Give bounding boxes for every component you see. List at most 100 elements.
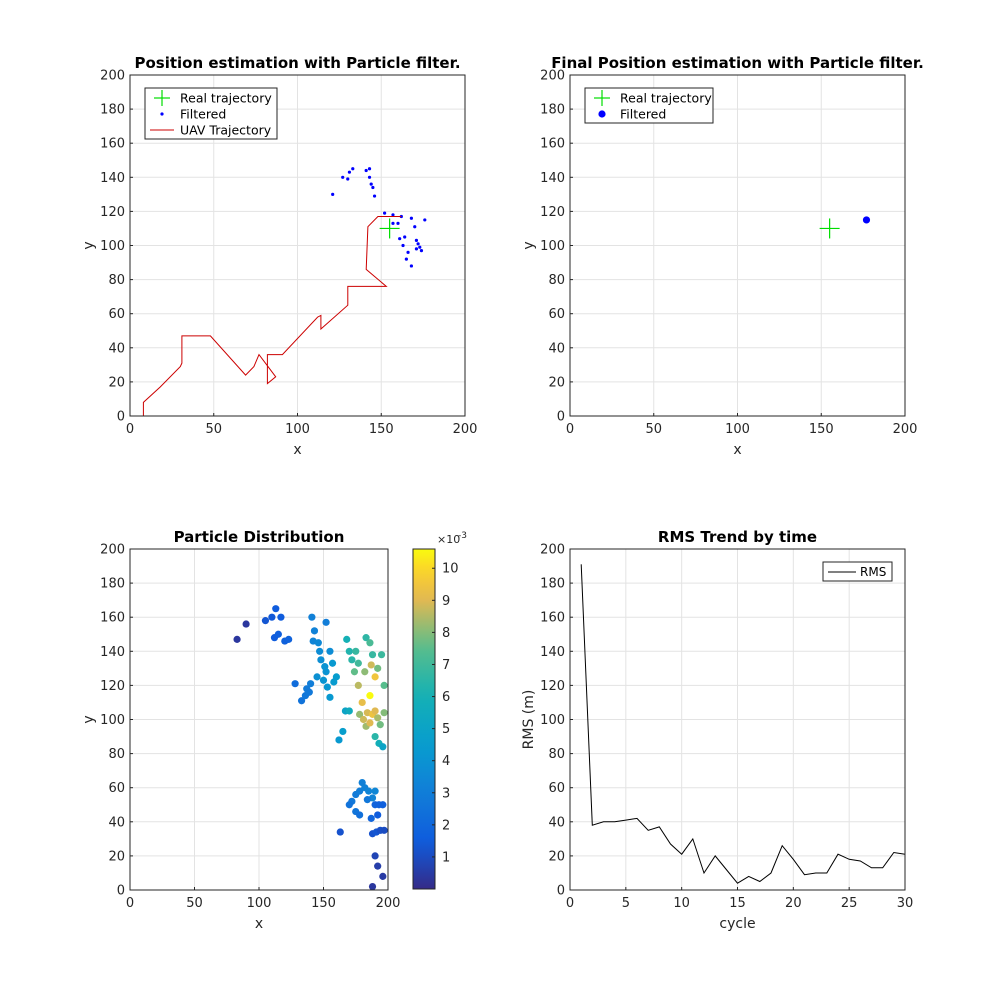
filtered-point — [369, 182, 373, 186]
filtered-point — [346, 177, 350, 181]
particle-point — [354, 659, 362, 667]
y-tick-label: 120 — [540, 205, 565, 220]
particle-point — [350, 668, 359, 676]
filtered-point — [862, 216, 871, 224]
particle-point — [339, 727, 347, 736]
chart-marks — [819, 216, 871, 239]
filtered-point — [423, 218, 427, 222]
particle-point — [371, 787, 379, 795]
x-tick-label: 150 — [809, 422, 834, 437]
particle-point — [356, 710, 364, 718]
x-tick-label: 25 — [841, 896, 858, 911]
filtered-point — [391, 213, 395, 217]
x-axis-label: x — [733, 442, 741, 458]
particle-point — [374, 811, 382, 819]
y-tick-label: 60 — [548, 781, 565, 796]
filtered-point — [398, 237, 402, 241]
y-tick-label: 200 — [540, 69, 565, 84]
particle-point — [363, 796, 371, 804]
y-tick-label: 80 — [108, 747, 125, 762]
particle-point — [377, 651, 386, 659]
y-tick-label: 60 — [548, 307, 565, 322]
particle-point — [380, 681, 388, 690]
particle-point — [379, 801, 387, 809]
y-tick-label: 180 — [540, 103, 565, 118]
colorbar-tick-label: 3 — [442, 786, 450, 801]
colorbar-tick-label: 10 — [442, 562, 459, 577]
particle-point — [371, 673, 379, 681]
x-tick-label: 50 — [186, 896, 203, 911]
particle-point — [345, 647, 353, 655]
axes-box — [569, 548, 906, 891]
colorbar-exponent-power: -3 — [458, 531, 467, 541]
chart-p2: 0 50 100 150 200020406080100120140160180200F… — [521, 54, 924, 458]
legend: RMS — [822, 561, 893, 582]
particle-point — [277, 613, 285, 621]
y-tick-label: 40 — [108, 341, 125, 356]
y-tick-label: 160 — [100, 611, 125, 626]
y-tick-label: 0 — [557, 410, 565, 425]
particle-point — [348, 656, 356, 664]
filtered-point — [351, 167, 355, 171]
particle-point — [345, 707, 353, 715]
chart-title: Position estimation with Particle filter… — [134, 54, 460, 72]
x-axis-label: cycle — [719, 916, 755, 932]
x-tick-label: 150 — [311, 896, 336, 911]
particle-point — [366, 692, 374, 700]
y-tick-label: 20 — [548, 849, 565, 864]
particle-point — [343, 635, 351, 643]
x-tick-label: 30 — [897, 896, 914, 911]
filtered-point — [418, 245, 422, 249]
filtered-point — [413, 225, 417, 229]
filtered-point — [372, 194, 377, 198]
y-axis-label: y — [521, 241, 537, 249]
x-tick-label: 0 — [566, 896, 574, 911]
particle-point — [359, 715, 368, 724]
x-tick-label: 50 — [205, 422, 222, 437]
particle-point — [379, 872, 387, 880]
y-tick-label: 200 — [540, 543, 565, 558]
filtered-point — [341, 175, 345, 179]
y-axis-label: RMS (m) — [521, 690, 537, 750]
y-tick-label: 0 — [557, 884, 565, 899]
series-line — [130, 216, 402, 417]
legend-swatch — [154, 90, 170, 106]
chart-p1: 0 50 100 150 200 0 20 40 60 80 100 120 140 160 180 200 P… — [81, 54, 477, 458]
x-tick-label: 0 — [566, 422, 574, 437]
y-tick-label: 120 — [100, 205, 125, 220]
x-axis-label: x — [293, 442, 301, 458]
particle-point — [328, 659, 337, 667]
y-tick-label: 180 — [100, 103, 125, 118]
real-trajectory-marker — [379, 218, 400, 239]
colorbar-exponent-base: ×10 — [437, 533, 460, 546]
particle-point — [371, 707, 379, 715]
particle-point — [356, 787, 364, 795]
particle-point — [366, 719, 374, 727]
particle-point — [356, 811, 364, 819]
particle-point — [368, 882, 377, 891]
filtered-point — [371, 185, 375, 190]
particle-point — [366, 639, 374, 647]
particle-point — [365, 787, 373, 795]
particle-point — [314, 639, 322, 647]
particle-point — [326, 693, 334, 701]
colorbar-tick-label: 7 — [442, 658, 450, 673]
legend-swatch — [594, 90, 610, 106]
legend-swatch — [160, 112, 164, 116]
particle-point — [367, 661, 375, 669]
chart-p3: 0 50 100 150 200 0 20 40 60 80 100 120 140 160 180 200 P… — [81, 528, 467, 932]
particle-point — [379, 743, 387, 751]
chart-title: Final Position estimation with Particle … — [551, 54, 924, 72]
x-tick-label: 10 — [673, 896, 690, 911]
y-axis-label: y — [81, 241, 97, 249]
legend-box — [584, 87, 714, 124]
filtered-point — [391, 221, 395, 225]
y-tick-label: 100 — [100, 713, 125, 728]
colorbar-bar — [412, 548, 436, 890]
chart-marks — [130, 167, 427, 417]
colorbar-tick-label: 5 — [442, 722, 450, 737]
filtered-point — [409, 216, 413, 220]
y-tick-label: 0 — [117, 410, 125, 425]
